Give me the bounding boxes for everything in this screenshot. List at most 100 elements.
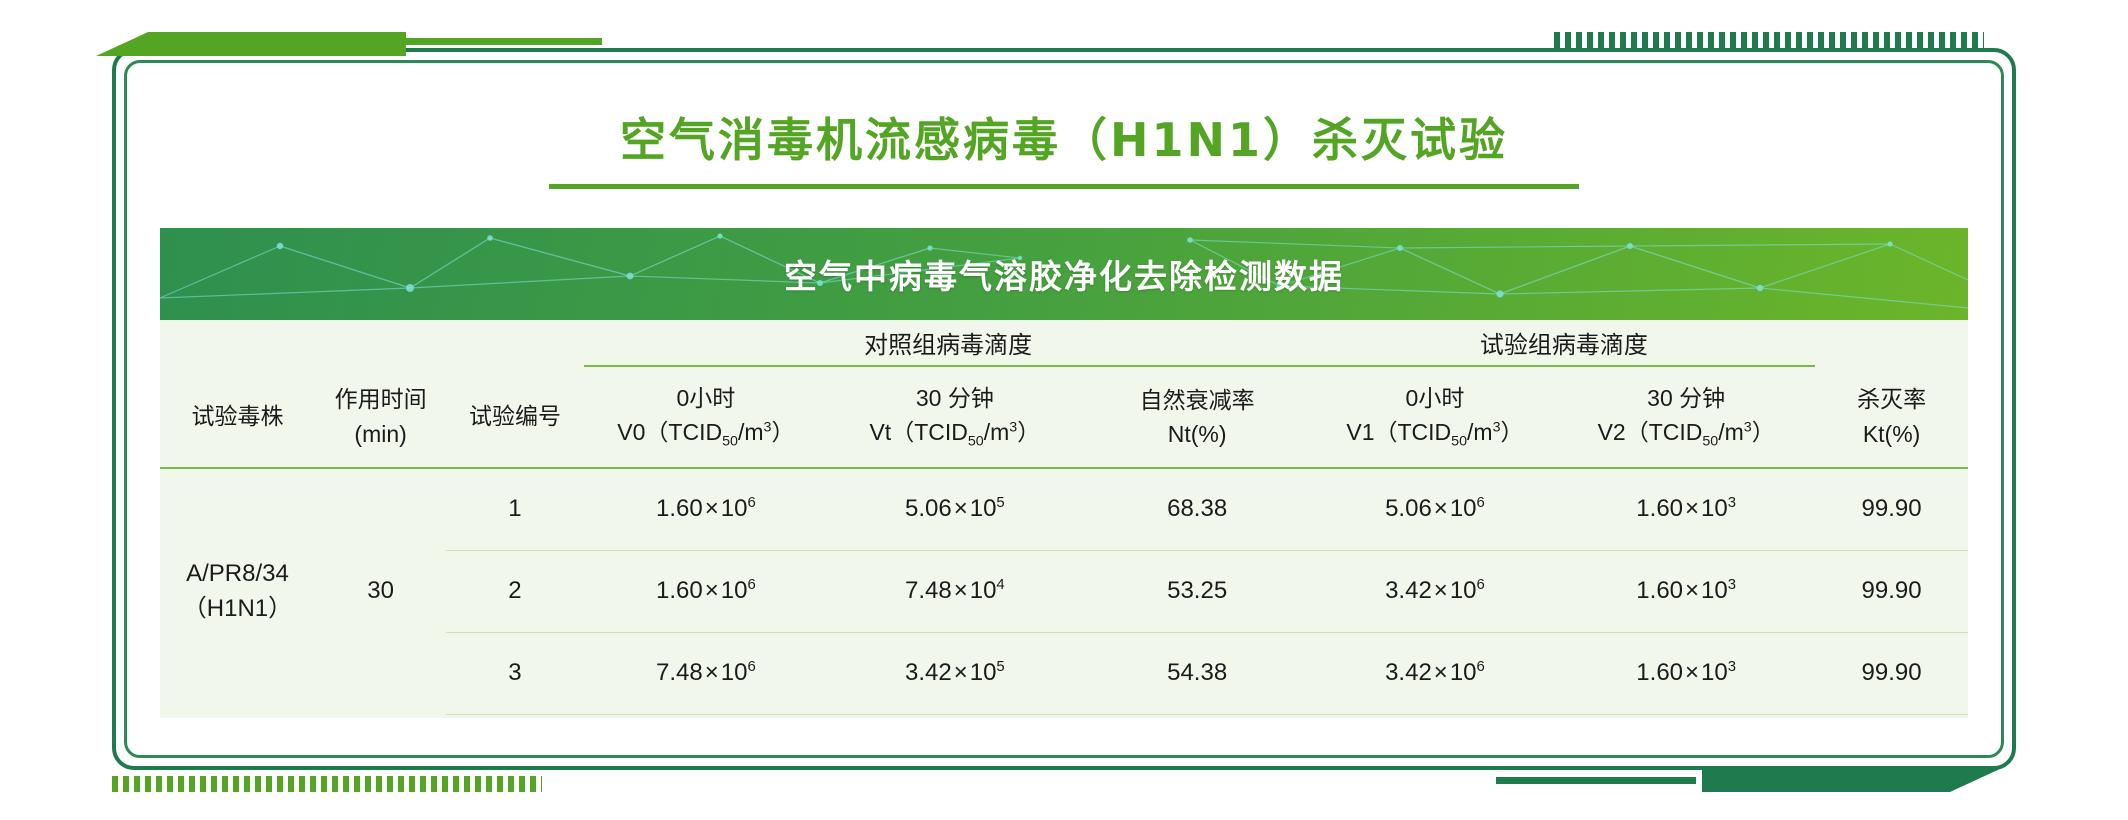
multiply-icon: × bbox=[953, 495, 968, 523]
table-row: 3 7.48×106 3.42×105 54.38 3.42×106 1.60×… bbox=[160, 632, 1968, 715]
cell-nt: 54.38 bbox=[1081, 632, 1313, 715]
strain-line1: A/PR8/34 bbox=[186, 559, 289, 587]
col-header-duration-line2: (min) bbox=[354, 420, 407, 447]
col-header-v2-line2: V2（TCID50/m3） bbox=[1557, 415, 1815, 453]
cell-test-no: 3 bbox=[446, 632, 584, 715]
v2-unit-sub: 50 bbox=[1702, 433, 1719, 450]
cell-duration: 30 bbox=[367, 577, 394, 605]
cell-kt: 99.90 bbox=[1815, 468, 1968, 551]
cell-vt: 7.48×104 bbox=[828, 550, 1082, 633]
multiply-icon: × bbox=[704, 577, 719, 604]
vt-unit-sup: 3 bbox=[1009, 419, 1018, 436]
comb-pattern-top-right bbox=[1554, 32, 1984, 48]
v0-unit-end: ） bbox=[771, 419, 795, 446]
col-header-kt-line2: Kt(%) bbox=[1862, 420, 1921, 447]
v2-base: 10 bbox=[1701, 577, 1728, 604]
v1-base: 10 bbox=[1449, 577, 1477, 604]
v2-exponent: 3 bbox=[1727, 495, 1737, 512]
col-header-duration: 作用时间 (min) bbox=[314, 366, 447, 469]
col-header-vt-line1: 30 分钟 bbox=[915, 384, 994, 411]
table-body: A/PR8/34 （H1N1） 30 1 1.60×106 5.06×105 6… bbox=[160, 468, 1968, 715]
col-header-strain: 试验毒株 bbox=[160, 366, 315, 469]
results-table: 对照组病毒滴度 试验组病毒滴度 试验毒株 作用时间 (min) 试验编号 0小时… bbox=[160, 320, 1968, 715]
multiply-icon: × bbox=[1433, 495, 1448, 523]
col-header-vt-line2: Vt（TCID50/m3） bbox=[828, 415, 1081, 453]
v0-mantissa: 1.60 bbox=[656, 577, 703, 604]
vt-unit-post: /m bbox=[983, 419, 1010, 446]
col-header-v0-line1: 0小时 bbox=[676, 384, 736, 411]
spacer-kt bbox=[1815, 320, 1968, 366]
multiply-icon: × bbox=[1433, 659, 1448, 686]
v2-exponent: 3 bbox=[1727, 659, 1737, 675]
v0-unit-post: /m bbox=[737, 419, 764, 446]
v2-unit-end: ） bbox=[1751, 419, 1775, 446]
col-header-nt-line2: Nt(%) bbox=[1167, 421, 1227, 447]
multiply-icon: × bbox=[1685, 659, 1700, 686]
v0-unit-sub: 50 bbox=[722, 433, 738, 450]
multiply-icon: × bbox=[704, 495, 719, 523]
col-header-v0: 0小时 V0（TCID50/m3） bbox=[583, 366, 829, 469]
banner-title: 空气中病毒气溶胶净化去除检测数据 bbox=[784, 257, 1344, 296]
cell-nt: 68.38 bbox=[1081, 468, 1313, 551]
multiply-icon: × bbox=[953, 659, 968, 686]
comb-pattern-bottom-left bbox=[112, 776, 542, 792]
col-header-kt: 杀灭率 Kt(%) bbox=[1815, 366, 1968, 469]
cell-vt: 3.42×105 bbox=[828, 632, 1082, 715]
col-header-v2: 30 分钟 V2（TCID50/m3） bbox=[1557, 366, 1816, 469]
v0-base: 10 bbox=[720, 577, 748, 604]
vt-base: 10 bbox=[969, 577, 997, 604]
corner-accent-top-left bbox=[96, 32, 406, 56]
v2-unit-pre: V2（TCID bbox=[1597, 419, 1703, 446]
cell-vt: 5.06×105 bbox=[828, 468, 1082, 551]
col-header-kt-line1: 杀灭率 bbox=[1857, 386, 1927, 412]
v1-mantissa: 3.42 bbox=[1385, 577, 1432, 604]
v2-base: 10 bbox=[1701, 659, 1728, 686]
v1-exponent: 6 bbox=[1476, 659, 1485, 675]
cell-v0: 7.48×106 bbox=[583, 632, 829, 715]
vt-unit-end: ） bbox=[1017, 419, 1041, 446]
cell-test-no: 2 bbox=[446, 550, 584, 633]
table-sub-header-row: 试验毒株 作用时间 (min) 试验编号 0小时 V0（TCID50/m3） 3… bbox=[160, 366, 1968, 469]
corner-accent-bottom-right bbox=[1702, 768, 2002, 792]
vt-mantissa: 3.42 bbox=[904, 659, 952, 686]
cell-v2: 1.60×103 bbox=[1557, 550, 1816, 633]
cell-v2: 1.60×103 bbox=[1557, 468, 1816, 551]
multiply-icon: × bbox=[1685, 577, 1700, 604]
v1-exponent: 6 bbox=[1476, 495, 1485, 512]
spacer-time bbox=[315, 320, 446, 366]
results-table-container: 对照组病毒滴度 试验组病毒滴度 试验毒株 作用时间 (min) 试验编号 0小时… bbox=[160, 320, 1968, 718]
col-header-v1-line2: V1（TCID50/m3） bbox=[1313, 415, 1557, 453]
col-header-duration-line1: 作用时间 bbox=[334, 386, 427, 412]
page-title: 空气消毒机流感病毒（H1N1）杀灭试验 bbox=[619, 113, 1508, 167]
banner-network-decoration bbox=[160, 233, 1968, 309]
spacer-strain bbox=[160, 320, 315, 366]
v1-base: 10 bbox=[1449, 495, 1477, 523]
col-header-vt: 30 分钟 Vt（TCID50/m3） bbox=[828, 366, 1082, 469]
vt-exponent: 4 bbox=[996, 577, 1005, 593]
v0-unit-sup: 3 bbox=[763, 419, 772, 436]
corner-tick-top-left bbox=[382, 38, 602, 45]
v0-base: 10 bbox=[720, 659, 748, 686]
v2-mantissa: 1.60 bbox=[1636, 659, 1684, 686]
v1-unit-sub: 50 bbox=[1451, 433, 1468, 450]
vt-base: 10 bbox=[969, 495, 997, 523]
col-header-v1: 0小时 V1（TCID50/m3） bbox=[1312, 366, 1558, 469]
cell-test-no: 1 bbox=[446, 468, 584, 551]
v2-mantissa: 1.60 bbox=[1636, 577, 1684, 604]
vt-mantissa: 7.48 bbox=[904, 577, 952, 604]
multiply-icon: × bbox=[704, 659, 719, 686]
vt-exponent: 5 bbox=[996, 659, 1005, 675]
multiply-icon: × bbox=[953, 577, 968, 604]
v1-unit-pre: V1（TCID bbox=[1346, 419, 1452, 446]
col-header-v0-line2: V0（TCID50/m3） bbox=[584, 415, 828, 453]
vt-exponent: 5 bbox=[996, 495, 1005, 512]
vt-base: 10 bbox=[969, 659, 997, 686]
vt-unit-pre: Vt（TCID bbox=[869, 419, 968, 446]
cell-v0: 1.60×106 bbox=[583, 550, 829, 633]
table-group-header-row: 对照组病毒滴度 试验组病毒滴度 bbox=[160, 320, 1968, 367]
v1-mantissa: 5.06 bbox=[1385, 495, 1432, 523]
cell-v0: 1.60×106 bbox=[583, 468, 829, 551]
v0-mantissa: 1.60 bbox=[656, 495, 703, 523]
table-row: 2 1.60×106 7.48×104 53.25 3.42×106 1.60×… bbox=[160, 550, 1968, 633]
v2-mantissa: 1.60 bbox=[1636, 495, 1684, 523]
